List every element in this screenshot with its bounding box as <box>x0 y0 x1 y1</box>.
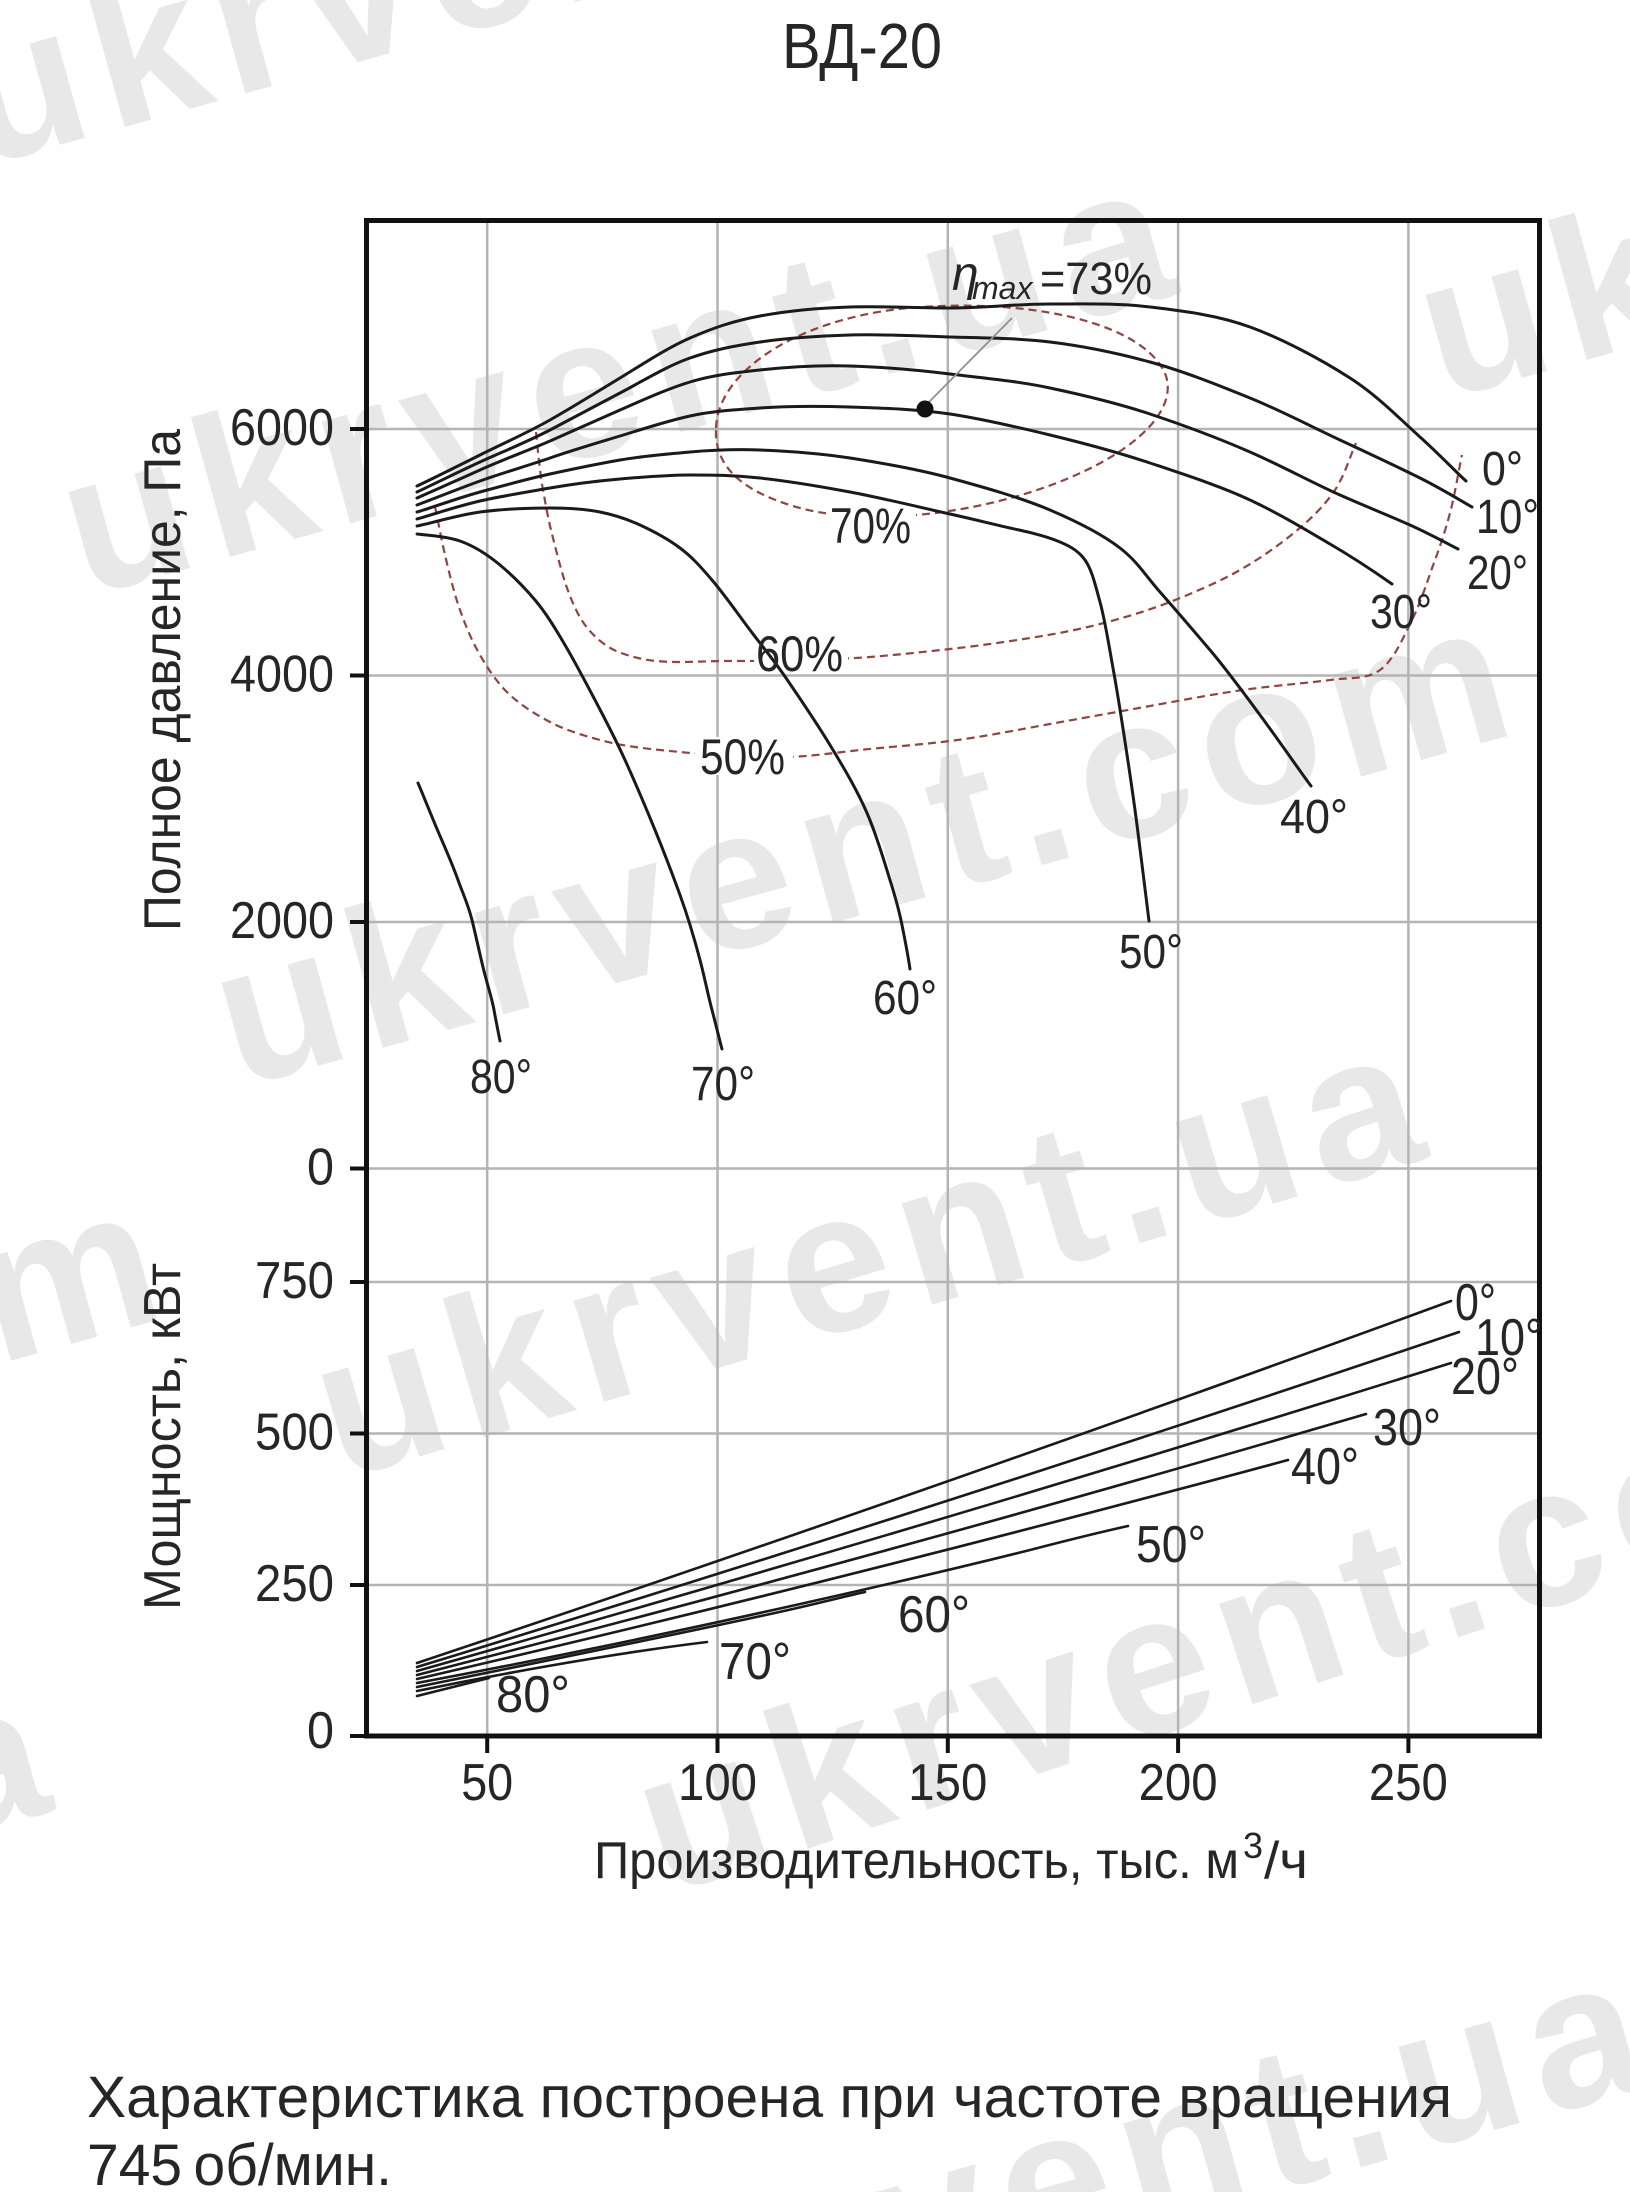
svg-text:Характеристика построена при ч: Характеристика построена при частоте вра… <box>87 2065 1452 2130</box>
svg-text:η: η <box>952 248 979 301</box>
svg-text:70°: 70° <box>691 1058 755 1111</box>
svg-text:10°: 10° <box>1476 491 1539 544</box>
svg-text:100: 100 <box>678 1754 757 1812</box>
svg-text:50°: 50° <box>1119 926 1183 979</box>
svg-text:2000: 2000 <box>230 892 334 950</box>
svg-text:ВД-20: ВД-20 <box>782 10 942 82</box>
svg-text:30°: 30° <box>1370 586 1432 639</box>
svg-text:Производительность, тыс. м: Производительность, тыс. м <box>594 1832 1239 1890</box>
svg-text:40°: 40° <box>1291 1438 1359 1496</box>
svg-text:500: 500 <box>255 1404 334 1462</box>
svg-text:6000: 6000 <box>230 399 334 457</box>
svg-text:60°: 60° <box>898 1586 970 1644</box>
svg-text:150: 150 <box>908 1754 987 1812</box>
svg-text:250: 250 <box>255 1555 334 1613</box>
svg-text:20°: 20° <box>1467 547 1528 600</box>
svg-text:10°: 10° <box>1475 1309 1543 1367</box>
svg-text:60°: 60° <box>873 972 937 1025</box>
svg-text:Мощность, кВт: Мощность, кВт <box>134 1263 192 1610</box>
svg-text:4000: 4000 <box>230 646 334 704</box>
svg-text:745 об/мин.: 745 об/мин. <box>87 2133 392 2192</box>
svg-text:0°: 0° <box>1482 443 1523 496</box>
svg-text:Полное давление, Па: Полное давление, Па <box>134 429 192 931</box>
svg-text:0: 0 <box>307 1139 334 1197</box>
svg-text:50%: 50% <box>700 729 785 785</box>
svg-text:max: max <box>972 270 1033 306</box>
svg-text:20°: 20° <box>1451 1348 1519 1406</box>
svg-text:/ч: /ч <box>1264 1832 1308 1890</box>
svg-text:0: 0 <box>307 1702 334 1760</box>
svg-text:750: 750 <box>255 1252 334 1310</box>
svg-text:40°: 40° <box>1280 791 1348 844</box>
svg-text:=73%: =73% <box>1040 253 1152 304</box>
svg-text:200: 200 <box>1139 1754 1218 1812</box>
svg-text:50°: 50° <box>1136 1516 1206 1574</box>
svg-text:80°: 80° <box>470 1051 532 1104</box>
svg-text:250: 250 <box>1369 1754 1448 1812</box>
svg-text:0°: 0° <box>1455 1274 1496 1332</box>
svg-text:60%: 60% <box>756 626 843 682</box>
svg-text:80°: 80° <box>496 1666 570 1724</box>
svg-text:70%: 70% <box>830 498 911 554</box>
svg-text:30°: 30° <box>1373 1399 1441 1457</box>
svg-text:50: 50 <box>461 1754 513 1812</box>
svg-text:70°: 70° <box>719 1633 791 1691</box>
svg-text:3: 3 <box>1243 1825 1263 1866</box>
